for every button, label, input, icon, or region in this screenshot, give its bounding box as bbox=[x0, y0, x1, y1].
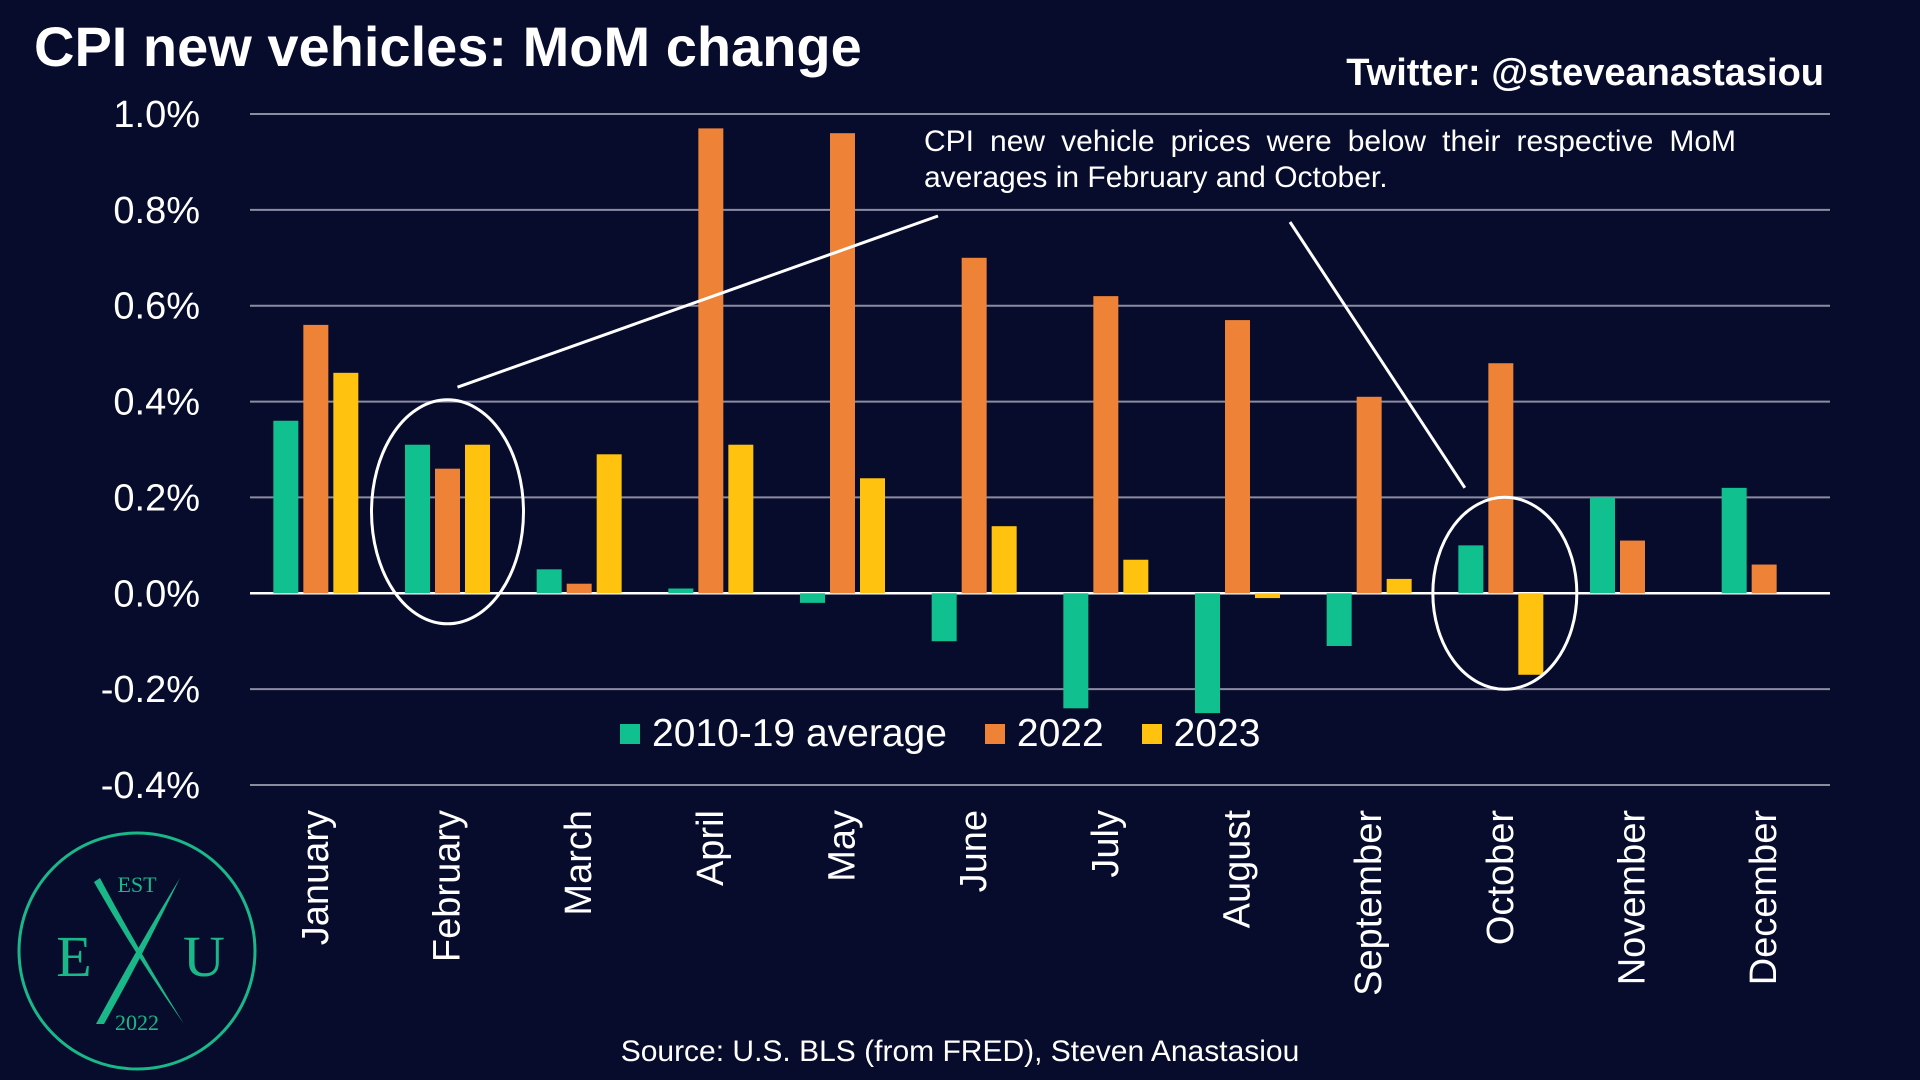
callout-line-october bbox=[1288, 221, 1467, 489]
bar-2023-august bbox=[1255, 593, 1280, 599]
bars bbox=[273, 128, 1777, 714]
y-tick-label: -0.2% bbox=[101, 669, 200, 711]
bar-2023-may bbox=[860, 478, 885, 594]
logo-left-letter: E bbox=[56, 924, 91, 989]
bar-2010-19-average-april bbox=[668, 588, 694, 594]
x-tick-label: September bbox=[1348, 810, 1390, 996]
y-tick-label: 1.0% bbox=[113, 94, 200, 136]
bar-2010-19-average-october bbox=[1458, 545, 1484, 594]
logo: EST E U 2022 bbox=[17, 831, 257, 1071]
bar-2022-june bbox=[961, 257, 987, 594]
bar-2023-april bbox=[728, 444, 754, 594]
x-tick-label: July bbox=[1085, 810, 1127, 878]
x-tick-label: March bbox=[558, 810, 600, 916]
legend-swatch-2023 bbox=[1141, 724, 1162, 744]
bar-2010-19-average-january bbox=[273, 420, 299, 594]
highlight-ellipse-october bbox=[1431, 495, 1579, 691]
legend-label-2023: 2023 bbox=[1173, 712, 1261, 755]
bar-2022-january bbox=[303, 324, 329, 594]
bar-2023-september bbox=[1386, 578, 1412, 594]
bar-2022-september bbox=[1356, 396, 1382, 594]
bar-2022-april bbox=[698, 128, 724, 594]
x-tick-label: May bbox=[822, 810, 864, 882]
legend-label-2010-19: 2010-19 average bbox=[652, 712, 947, 755]
bar-2022-july bbox=[1093, 296, 1119, 594]
logo-ring bbox=[17, 831, 257, 1071]
legend-label-2022: 2022 bbox=[1016, 712, 1104, 755]
bar-2022-february bbox=[435, 468, 460, 594]
bar-2010-19-average-november bbox=[1590, 497, 1615, 594]
bar-2022-march bbox=[566, 583, 592, 594]
x-tick-label: November bbox=[1612, 810, 1654, 986]
x-tick-label: January bbox=[295, 810, 337, 945]
bar-2023-june bbox=[991, 526, 1017, 594]
x-tick-label: August bbox=[1217, 810, 1259, 929]
legend-item-2023: 2023 bbox=[1141, 712, 1261, 756]
x-tick-label: October bbox=[1480, 810, 1522, 946]
legend-swatch-2010-19 bbox=[620, 724, 640, 744]
source-note: Source: U.S. BLS (from FRED), Steven Ana… bbox=[620, 1035, 1300, 1068]
bar-2010-19-average-september bbox=[1326, 593, 1352, 647]
gridlines bbox=[250, 113, 1830, 786]
x-tick-label: April bbox=[690, 810, 732, 886]
callout-line-february bbox=[456, 214, 939, 389]
logo-top-text: EST bbox=[117, 872, 157, 897]
y-tick-label: 0.2% bbox=[113, 477, 200, 519]
annotation-text: CPI new vehicle prices were below their … bbox=[924, 125, 1736, 194]
bar-2010-19-average-may bbox=[800, 593, 825, 603]
legend-item-2010-19: 2010-19 average bbox=[620, 712, 947, 756]
bar-2010-19-average-february bbox=[405, 444, 430, 594]
bar-2023-july bbox=[1123, 559, 1149, 594]
legend: 2010-19 average 2022 2023 bbox=[620, 712, 1298, 756]
x-axis-labels: January February March April May June July Augu… bbox=[295, 810, 1785, 996]
logo-bottom-text: 2022 bbox=[115, 1010, 159, 1035]
legend-item-2022: 2022 bbox=[984, 712, 1104, 756]
bar-2023-october bbox=[1518, 593, 1544, 675]
y-tick-label: 0.4% bbox=[113, 382, 200, 424]
logo-cross-stroke-2 bbox=[94, 878, 184, 1024]
bar-2010-19-average-december bbox=[1721, 487, 1747, 594]
y-tick-label: 0.0% bbox=[113, 573, 200, 615]
bar-2023-february bbox=[465, 444, 490, 594]
bar-2010-19-average-july bbox=[1063, 593, 1089, 709]
highlight-ellipse-february bbox=[370, 398, 525, 626]
legend-swatch-2022 bbox=[984, 724, 1005, 744]
bar-2010-19-average-august bbox=[1195, 593, 1220, 714]
y-tick-label: 0.6% bbox=[113, 286, 200, 328]
y-axis-labels: 1.0% 0.8% 0.6% 0.4% 0.2% 0.0% -0.2% -0.4% bbox=[101, 94, 200, 807]
bar-2010-19-average-june bbox=[931, 593, 957, 642]
y-tick-label: -0.4% bbox=[101, 765, 200, 807]
bar-2022-may bbox=[830, 133, 855, 594]
chart-title: CPI new vehicles: MoM change bbox=[34, 15, 862, 78]
logo-right-letter: U bbox=[183, 924, 225, 989]
bar-2022-december bbox=[1751, 564, 1777, 594]
bar-2022-october bbox=[1488, 363, 1514, 594]
bar-2010-19-average-march bbox=[536, 569, 562, 594]
bar-2022-august bbox=[1225, 320, 1250, 594]
x-tick-label: June bbox=[953, 810, 995, 892]
y-tick-label: 0.8% bbox=[113, 190, 200, 232]
x-tick-label: February bbox=[427, 810, 469, 962]
bar-2022-november bbox=[1620, 540, 1645, 594]
twitter-handle: Twitter: @steveanastasiou bbox=[1346, 52, 1824, 94]
callouts bbox=[370, 214, 1579, 691]
bar-2023-march bbox=[596, 454, 622, 594]
bar-2023-january bbox=[333, 372, 359, 594]
x-tick-label: December bbox=[1743, 810, 1785, 986]
